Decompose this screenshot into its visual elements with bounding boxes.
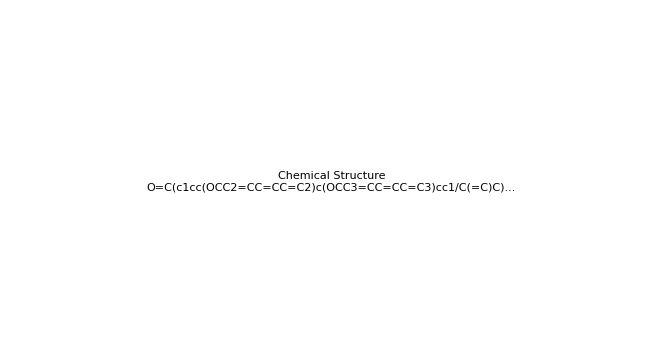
Text: Chemical Structure
O=C(c1cc(OCC2=CC=CC=C2)c(OCC3=CC=CC=C3)cc1/C(=C)C)...: Chemical Structure O=C(c1cc(OCC2=CC=CC=C… [147,171,516,192]
